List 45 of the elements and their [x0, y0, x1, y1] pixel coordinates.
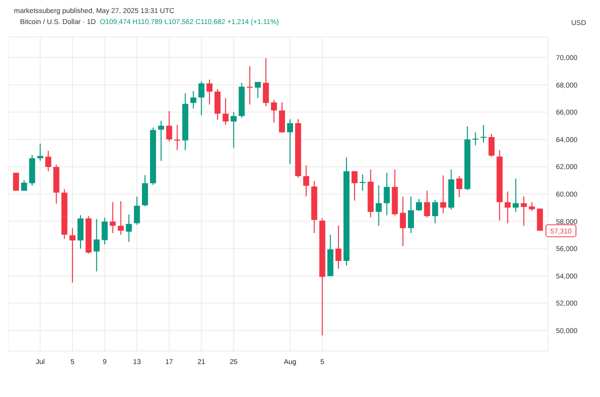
candlestick — [408, 196, 414, 234]
candlestick — [303, 164, 310, 197]
candlestick — [456, 176, 462, 198]
candlestick — [206, 79, 212, 106]
candlestick — [424, 190, 430, 218]
candlestick — [222, 98, 229, 126]
candlestick — [335, 225, 342, 270]
candlestick — [78, 214, 84, 250]
candlestick — [536, 208, 543, 232]
candlestick — [480, 124, 486, 144]
candlestick — [376, 184, 382, 226]
candlestick — [279, 102, 285, 134]
candlestick — [432, 199, 438, 224]
candlestick — [166, 110, 172, 142]
candlestick — [126, 214, 132, 242]
candlestick — [440, 174, 446, 214]
candlestick — [254, 81, 261, 99]
candlestick — [360, 174, 366, 192]
candlestick — [246, 66, 253, 106]
candlestick — [262, 58, 269, 107]
candlestick — [270, 99, 277, 123]
candlestick — [384, 172, 390, 216]
candlestick — [174, 124, 180, 151]
candlestick — [352, 170, 358, 202]
candlestick — [134, 196, 140, 226]
candlestick — [198, 80, 204, 116]
candlestick — [520, 196, 527, 226]
candlestick — [230, 112, 237, 148]
candlestick — [94, 218, 100, 272]
candlestick — [110, 202, 116, 234]
candlestick — [472, 132, 478, 146]
candlestick — [287, 118, 294, 165]
candlestick — [69, 228, 76, 283]
candlestick — [190, 90, 196, 110]
candlestick — [142, 174, 148, 207]
candlestick — [158, 120, 164, 162]
candlestick — [488, 133, 495, 158]
candlestick — [416, 198, 422, 212]
candlestick — [102, 217, 108, 245]
candlestick — [214, 88, 221, 120]
candlestick — [118, 200, 124, 236]
candlestick — [400, 196, 406, 247]
candlestick — [504, 190, 511, 224]
candlestick — [512, 178, 519, 212]
candlestick — [45, 150, 52, 172]
